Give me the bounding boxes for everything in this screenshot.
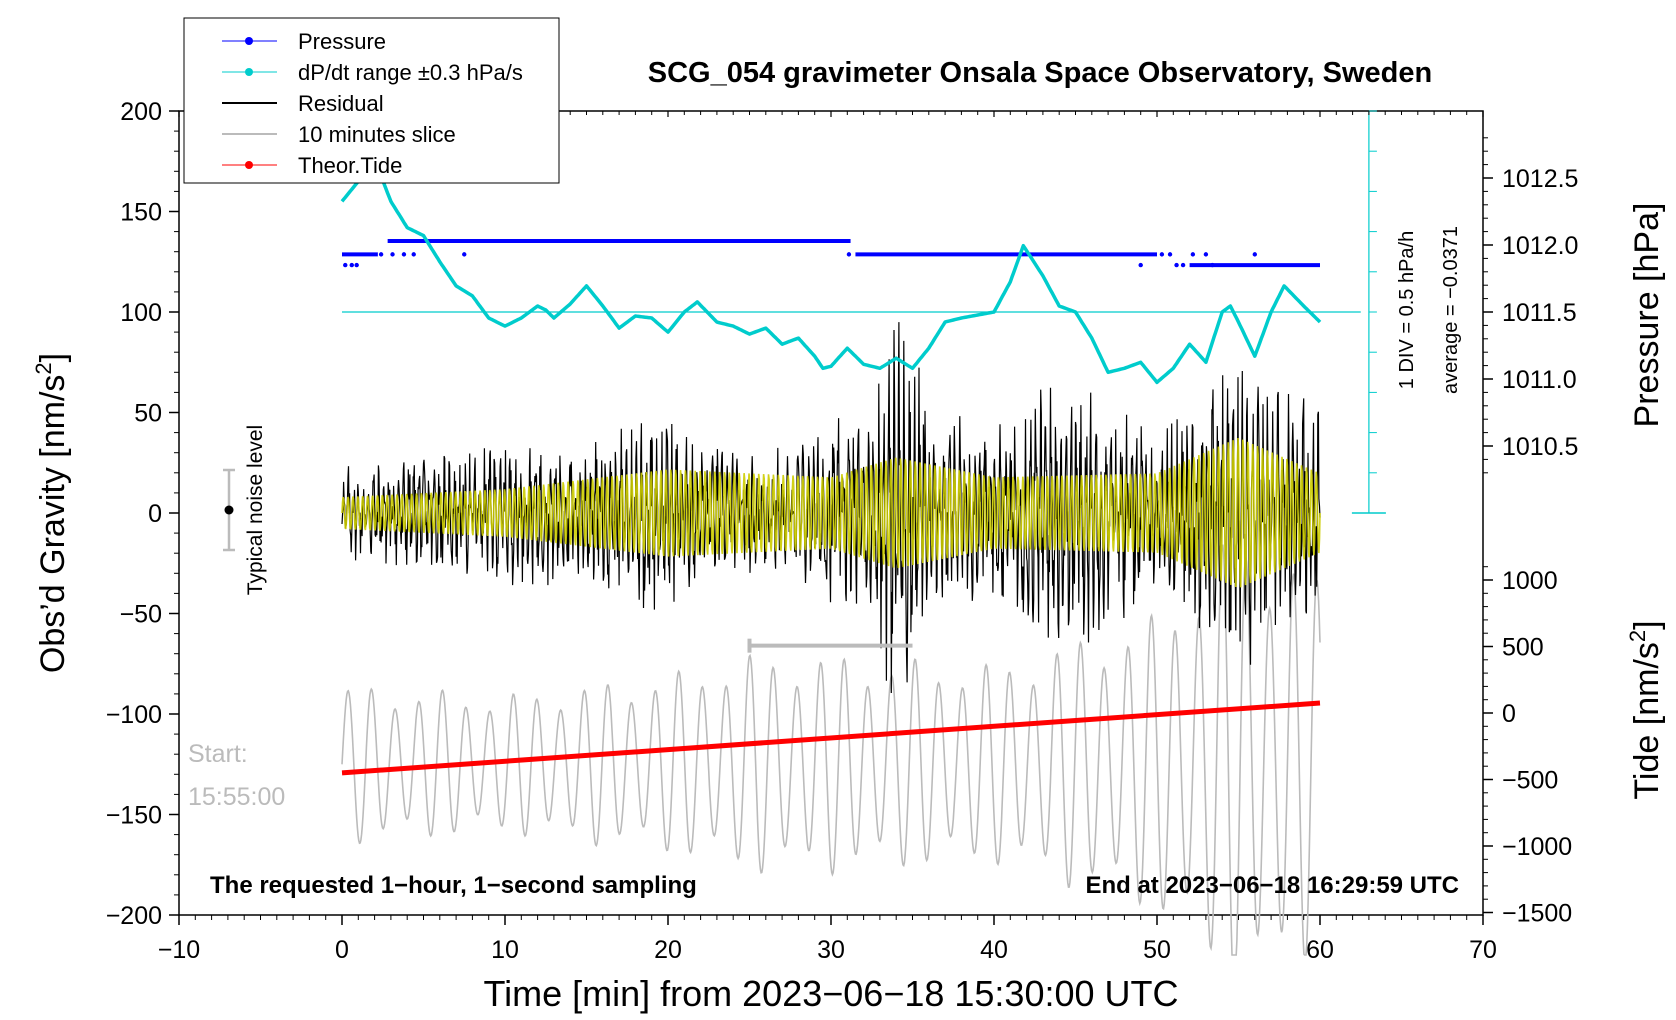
x-tick-label: 30	[817, 936, 845, 964]
x-tick-label: 60	[1306, 936, 1334, 964]
x-tick-label: 10	[491, 936, 519, 964]
legend-marker	[245, 161, 253, 169]
slice-window-bar	[747, 638, 913, 653]
tide-tick-label: −500	[1502, 767, 1558, 795]
pressure-tick-label: 1011.5	[1502, 299, 1577, 327]
tide-axis-label-tail: ]	[1628, 620, 1666, 629]
x-tick-label: 20	[654, 936, 682, 964]
tide-tick-label: −1000	[1502, 833, 1572, 861]
pressure-point	[1180, 262, 1186, 268]
pressure-point	[846, 252, 852, 257]
y-axis-label-tail: ]	[34, 353, 72, 362]
y-tick-label: −100	[106, 701, 162, 729]
y-tick-label: −50	[120, 601, 162, 629]
bottom-left-note: The requested 1−hour, 1−second sampling	[210, 872, 697, 899]
pressure-point	[1138, 262, 1143, 268]
tide-tick-label: −1500	[1502, 900, 1572, 928]
start-time: 15:55:00	[188, 783, 285, 811]
pressure-tick-label: 1010.5	[1502, 433, 1578, 461]
legend: Pressure dP/dt range ±0.3 hPa/s Residual 10…	[183, 17, 560, 184]
tide-axis-label-sup: 2	[1625, 630, 1650, 642]
pressure-axis-label: Pressure [hPa]	[1628, 203, 1666, 428]
tide-tick-label: 0	[1502, 700, 1516, 728]
y-tick-label: 50	[134, 400, 162, 428]
legend-label: dP/dt range ±0.3 hPa/s	[298, 60, 523, 85]
pressure-point	[1252, 252, 1258, 257]
dpdt-line	[340, 149, 1322, 385]
y-axis-label: Obs’d Gravity [nm/s2]	[31, 353, 72, 673]
tide-series	[341, 700, 1321, 776]
x-tick-label: −10	[158, 936, 200, 964]
legend-marker	[245, 37, 253, 45]
pressure-point	[411, 252, 416, 257]
pressure-point	[1190, 252, 1196, 257]
noise-label: Typical noise level	[244, 425, 267, 595]
y-axis-tide: 1000 500 0 −500 −1000 −1500	[1483, 566, 1572, 928]
slice-series	[341, 544, 1321, 956]
chart-title: SCG_054 gravimeter Onsala Space Observat…	[648, 57, 1432, 89]
y-tick-label: −150	[106, 802, 162, 830]
y-tick-label: 200	[120, 98, 162, 126]
y-tick-label: 150	[120, 199, 162, 227]
legend-label: Pressure	[298, 29, 386, 54]
legend-marker	[245, 68, 253, 76]
pressure-point	[1159, 252, 1165, 257]
pressure-point	[1210, 262, 1215, 268]
pressure-tick-label: 1011.0	[1502, 366, 1577, 394]
x-axis: −10 0 10 20 30 40 50 60 70	[158, 111, 1497, 964]
pressure-point	[1167, 252, 1173, 257]
pressure-point	[1174, 262, 1179, 268]
tide-line	[341, 700, 1321, 776]
x-axis-label: Time [min] from 2023−06−18 15:30:00 UTC	[483, 973, 1178, 1014]
pressure-tick-label: 1012.0	[1502, 232, 1578, 260]
pressure-point	[1203, 252, 1209, 257]
filtered-line	[341, 437, 1321, 588]
scale-div-label: 1 DIV = 0.5 hPa/h	[1396, 231, 1418, 389]
pressure-point	[390, 252, 395, 257]
slice-line	[341, 544, 1321, 956]
pressure-series	[342, 238, 1320, 268]
pressure-point	[343, 262, 348, 268]
scale-avg-label: average = −0.0371	[1440, 226, 1462, 394]
y-axis-gravity: 200 150 100 50 0 −50 −100 −150 −200	[106, 98, 179, 930]
pressure-point	[462, 252, 467, 257]
pressure-point	[354, 262, 359, 268]
pressure-point	[378, 252, 384, 257]
y-axis-label-main: Obs’d Gravity [nm/s	[34, 375, 72, 674]
dpdt-series	[340, 149, 1361, 385]
y-tick-label: 0	[148, 500, 162, 528]
x-tick-label: 70	[1469, 936, 1497, 964]
tide-tick-label: 500	[1502, 634, 1544, 662]
y-tick-label: −200	[106, 902, 162, 930]
pressure-point	[349, 262, 354, 268]
x-tick-label: 40	[980, 936, 1008, 964]
start-label: Start:	[188, 740, 248, 768]
legend-label: 10 minutes slice	[298, 122, 456, 147]
tide-axis-label: Tide [nm/s2]	[1625, 620, 1666, 799]
x-tick-label: 50	[1143, 936, 1171, 964]
legend-label: Theor.Tide	[298, 153, 402, 178]
pressure-tick-label: 1012.5	[1502, 165, 1578, 193]
y-axis-pressure: 1012.5 1012.0 1011.5 1011.0 1010.5	[1483, 137, 1578, 474]
dpdt-scale-bar	[1351, 110, 1386, 514]
filtered-series	[341, 437, 1321, 588]
x-tick-label: 0	[335, 936, 349, 964]
legend-label: Residual	[298, 91, 384, 116]
tide-tick-label: 1000	[1502, 567, 1558, 595]
y-axis-label-sup: 2	[31, 362, 56, 374]
noise-indicator	[223, 468, 235, 552]
legend-box	[183, 17, 560, 184]
tide-axis-label-main: Tide [nm/s	[1628, 642, 1666, 799]
y-tick-label: 100	[120, 299, 162, 327]
bottom-right-note: End at 2023−06−18 16:29:59 UTC	[1085, 872, 1459, 899]
pressure-point	[401, 252, 407, 257]
